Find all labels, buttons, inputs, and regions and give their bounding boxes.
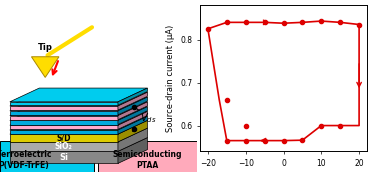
Polygon shape — [118, 111, 147, 129]
Polygon shape — [10, 142, 118, 151]
Polygon shape — [118, 97, 147, 115]
Polygon shape — [10, 97, 147, 111]
Polygon shape — [10, 107, 147, 120]
Polygon shape — [10, 151, 118, 163]
Polygon shape — [118, 107, 147, 125]
Text: Tip: Tip — [38, 43, 53, 52]
Text: Semiconducting
PTAA: Semiconducting PTAA — [113, 150, 182, 170]
Polygon shape — [10, 102, 147, 116]
Polygon shape — [31, 57, 59, 77]
Polygon shape — [10, 120, 147, 134]
Polygon shape — [10, 88, 147, 102]
Text: SiO₂: SiO₂ — [55, 142, 73, 151]
Polygon shape — [10, 102, 118, 105]
Polygon shape — [118, 116, 147, 134]
Polygon shape — [118, 92, 147, 110]
Text: $V_{ds}$: $V_{ds}$ — [139, 111, 156, 125]
Polygon shape — [10, 116, 147, 130]
Polygon shape — [10, 106, 118, 110]
Polygon shape — [118, 138, 147, 163]
Polygon shape — [10, 138, 147, 151]
Polygon shape — [10, 116, 118, 120]
Polygon shape — [118, 88, 147, 105]
Polygon shape — [118, 102, 147, 120]
Polygon shape — [10, 120, 118, 125]
Polygon shape — [10, 111, 118, 115]
Polygon shape — [10, 130, 118, 134]
Polygon shape — [118, 120, 147, 142]
Polygon shape — [118, 128, 147, 151]
Polygon shape — [10, 128, 147, 142]
Polygon shape — [10, 92, 147, 106]
Text: Ferroelectric
P(VDF-TrFE): Ferroelectric P(VDF-TrFE) — [0, 150, 51, 170]
Y-axis label: Source-drain current (μA): Source-drain current (μA) — [166, 25, 175, 132]
Polygon shape — [10, 134, 118, 142]
Text: Si: Si — [59, 153, 68, 162]
Bar — [0, 141, 94, 172]
Bar — [98, 141, 197, 172]
Polygon shape — [10, 111, 147, 125]
Text: S/D: S/D — [57, 134, 71, 143]
Polygon shape — [10, 125, 118, 129]
